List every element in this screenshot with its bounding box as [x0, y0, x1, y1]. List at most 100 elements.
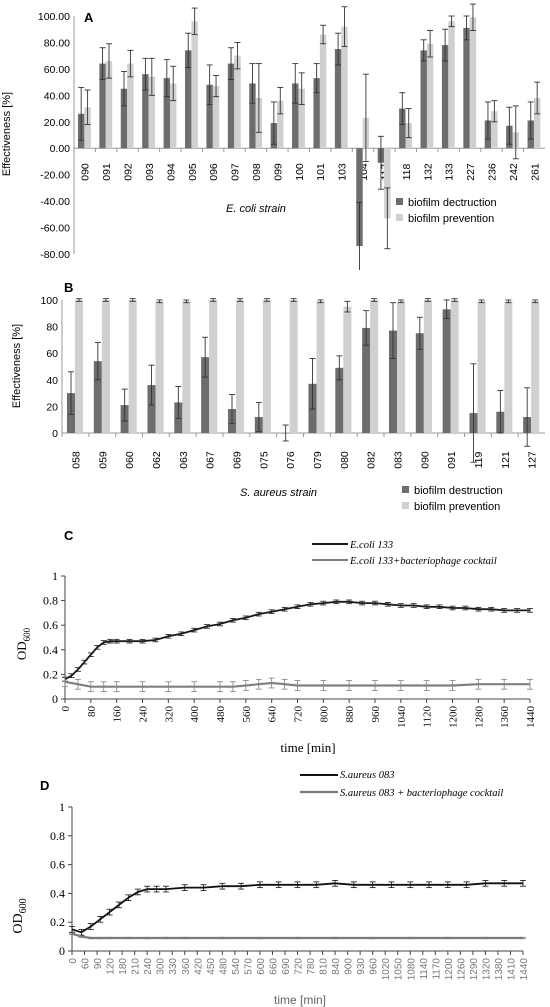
y-tick-label-d: 0.2 [50, 915, 65, 929]
chart-d: D S.aureus 083 S.aureus 083 + bacterioph… [11, 770, 530, 1007]
legend-label-destruction-b: biofilm destruction [414, 485, 503, 497]
bar-destruction-a [441, 45, 449, 149]
x-axis-label-a: E. coli strain [226, 203, 286, 215]
y-tick-label-b: 100 [40, 295, 58, 307]
x-tick-label-b: 058 [70, 451, 82, 469]
x-tick-label-a: 236 [486, 163, 498, 181]
x-tick-label-d: 690 [281, 958, 292, 975]
x-tick-label-b: 090 [419, 451, 431, 469]
bar-prevention-a [469, 17, 477, 149]
x-tick-label-a: 227 [465, 163, 477, 181]
bar-destruction-a [120, 88, 128, 149]
bar-destruction-b [93, 361, 102, 433]
bar-prevention-a [148, 76, 156, 149]
y-tick-label-d: 0.6 [50, 858, 65, 872]
y-tick-label-b: 40 [46, 375, 58, 387]
x-tick-label-a: 133 [444, 163, 456, 181]
bar-prevention-b [236, 300, 245, 433]
bar-destruction-a [313, 78, 320, 149]
x-tick-label-a: 261 [529, 163, 541, 181]
y-tick-label-a: 100.00 [38, 11, 70, 23]
bar-prevention-a [384, 148, 391, 219]
x-tick-label-d: 1440 [519, 958, 530, 981]
x-tick-label-c: 720 [293, 706, 305, 723]
y-tick-label-d: 0.4 [50, 886, 65, 900]
bar-destruction-b [362, 327, 371, 433]
x-tick-label-b: 069 [231, 451, 243, 469]
y-tick-label-a: 0.00 [50, 143, 71, 155]
x-tick-label-d: 960 [369, 958, 380, 975]
x-tick-label-a: 095 [187, 163, 199, 181]
bar-prevention-a [533, 97, 541, 149]
bar-destruction-b [147, 385, 156, 433]
y-tick-label-c: 0.2 [43, 667, 58, 681]
bar-prevention-b [182, 301, 191, 433]
bar-destruction-a [420, 50, 427, 149]
y-axis-label-a: Effectiveness [%] [1, 92, 13, 176]
legend-label-saureus: S.aureus 083 [340, 770, 394, 781]
x-tick-label-b: 082 [366, 451, 378, 469]
y-tick-label-c: 0 [52, 692, 58, 706]
panel-label-c: C [64, 528, 74, 543]
x-tick-label-b: 079 [312, 451, 324, 469]
x-tick-label-d: 1050 [394, 958, 405, 981]
series-line-strain-d [71, 882, 523, 934]
bar-prevention-b [450, 300, 459, 433]
legend-b: biofilm destruction biofilm prevention [402, 485, 503, 513]
y-tick-label-b: 20 [46, 401, 58, 413]
x-tick-label-a: 092 [123, 163, 135, 181]
y-tick-label-c: 1 [52, 569, 58, 583]
y-axis-label-d: OD600 [11, 898, 29, 933]
x-tick-label-a: 096 [208, 163, 220, 181]
x-tick-label-d: 930 [356, 958, 367, 975]
y-tick-label-c: 0.8 [43, 594, 58, 608]
panel-label-a: A [84, 10, 94, 25]
x-tick-label-d: 450 [206, 958, 217, 975]
bar-destruction-a [356, 148, 363, 247]
x-tick-label-d: 780 [306, 958, 317, 975]
x-tick-label-a: 118 [401, 163, 413, 180]
x-axis-label-b: S. aureus strain [240, 487, 317, 499]
x-tick-label-d: 1410 [506, 958, 517, 981]
y-tick-label-a: -60.00 [40, 223, 70, 235]
legend-label-ecoli: E.coli 133 [349, 540, 393, 551]
y-tick-label-b: 80 [46, 322, 58, 334]
x-tick-label-b: 075 [258, 451, 270, 469]
x-tick-label-a: 242 [508, 163, 520, 181]
x-tick-label-c: 240 [138, 706, 150, 723]
bar-prevention-b [477, 301, 486, 433]
x-tick-label-b: 091 [446, 451, 458, 469]
x-tick-label-c: 640 [267, 706, 279, 723]
bar-destruction-a [399, 108, 406, 149]
bar-prevention-b [209, 300, 218, 433]
x-tick-label-b: 067 [205, 451, 217, 469]
x-tick-label-b: 059 [97, 451, 109, 469]
panel-label-b: B [64, 280, 73, 295]
bar-destruction-b [442, 309, 451, 433]
bar-prevention-a [277, 100, 284, 149]
bar-destruction-a [185, 50, 192, 149]
y-axis-label-c: OD600 [14, 627, 32, 660]
bar-destruction-a [163, 78, 171, 149]
bar-destruction-a [249, 83, 256, 149]
x-tick-label-a: 103 [337, 163, 349, 181]
x-tick-label-a: 132 [422, 163, 434, 181]
x-tick-label-d: 120 [106, 958, 117, 975]
x-tick-label-c: 1440 [525, 706, 537, 729]
x-tick-label-b: 127 [527, 451, 539, 469]
x-tick-label-c: 1200 [448, 706, 460, 729]
y-tick-label-c: 0.4 [43, 643, 58, 657]
bar-destruction-a [463, 27, 470, 149]
x-axis-label-c: time [min] [280, 740, 335, 755]
x-tick-label-d: 0 [68, 958, 79, 964]
legend-label-saureus-phage: S.aureus 083 + bacteriophage cocktail [340, 788, 503, 799]
x-tick-label-c: 80 [86, 706, 98, 718]
panel-label-d: D [40, 778, 49, 793]
x-tick-label-a: 094 [165, 163, 177, 181]
legend-swatch-prevention-b [402, 502, 409, 509]
chart-b: B Effectiveness [%] S. aureus strain bio… [11, 280, 545, 513]
legend-swatch-destruction-a [396, 198, 403, 205]
x-tick-label-a: 098 [251, 163, 263, 181]
series-line-phage-d [71, 932, 523, 940]
x-tick-label-c: 560 [241, 706, 253, 723]
